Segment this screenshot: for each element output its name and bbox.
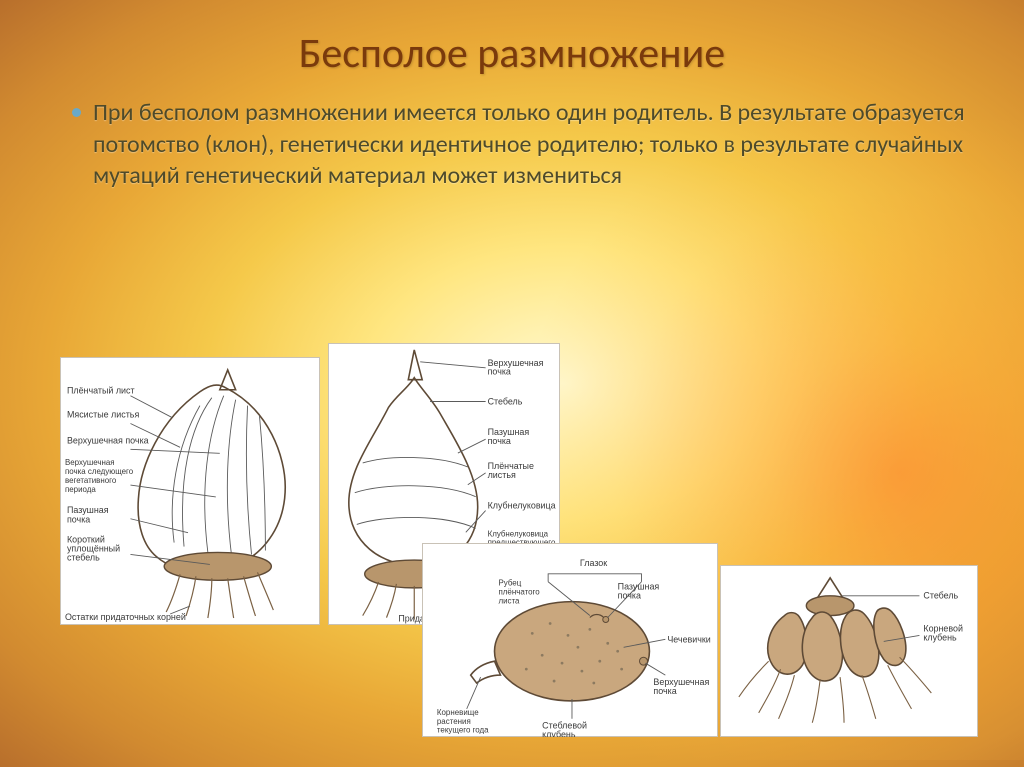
bullet-text: При бесполом размножении имеется только … [93,97,966,192]
tuber-label-scar-b: плёнчатого [498,588,540,597]
corm-label-2: Стебель [488,396,523,406]
bulb-label-5a: Пазушная [67,505,109,515]
tuber-label-axbud-b: почка [618,591,641,601]
bulb-label-3: Верхушечная почка [67,435,149,445]
bulb-label-7: Остатки придаточных корней [65,612,186,622]
bulb-label-6c: стебель [67,552,100,562]
bulb-svg: Плёнчатый лист Мясистые листья Верхушечн… [61,358,319,624]
corm-label-6a: Клубнелуковица [488,529,549,538]
tuber-label-top: Глазок [580,558,607,568]
diagram-root-tuber: Стебель Корневойклубень [720,565,978,737]
tuber-label-scar-c: листа [498,597,520,606]
title-block: Бесполое размножение [48,28,976,79]
bullet-row: При бесполом размножении имеется только … [48,97,976,192]
bulb-label-4b: почка следующего [65,467,134,476]
page-title: Бесполое размножение [48,28,976,79]
tuber-label-scar-a: Рубец [498,579,521,588]
corm-label-1b: почка [488,367,511,377]
root-tuber-svg: Стебель Корневойклубень [721,566,977,737]
tuber-label-rhiz-a: Корневище [437,708,479,717]
corm-label-3b: почка [488,436,511,446]
bulb-label-4a: Верхушечная [65,458,115,467]
bulb-label-1: Плёнчатый лист [67,386,135,396]
tuber-label-apical-b: почка [653,686,676,696]
tuber-label-lent: Чечевички [667,634,710,644]
bulb-label-2: Мясистые листья [67,410,139,420]
tuber-label-stem-b: клубень [542,730,576,737]
diagram-tuber: Глазок Рубец плёнчатого листа Пазушная п… [422,543,718,737]
diagram-bulb: Плёнчатый лист Мясистые листья Верхушечн… [60,357,320,625]
slide-content: Бесполое размножение При бесполом размно… [0,0,1024,767]
bulb-label-5b: почка [67,515,90,525]
tuber-label-rhiz-c: текущего года [437,726,489,735]
figures-area: Плёнчатый лист Мясистые листья Верхушечн… [60,343,984,743]
tuber-svg: Глазок Рубец плёнчатого листа Пазушная п… [423,544,717,737]
tuber-label-rhiz-b: растения [437,717,471,726]
bulb-label-4d: периода [65,485,96,494]
rt-label-1: Стебель [923,591,958,601]
bullet-dot-icon [72,108,81,117]
corm-label-4b: листья [488,470,516,480]
rt-label-2b: клубень [923,632,957,642]
corm-label-5: Клубнелуковица [488,501,556,511]
bulb-label-4c: вегетативного [65,476,117,485]
